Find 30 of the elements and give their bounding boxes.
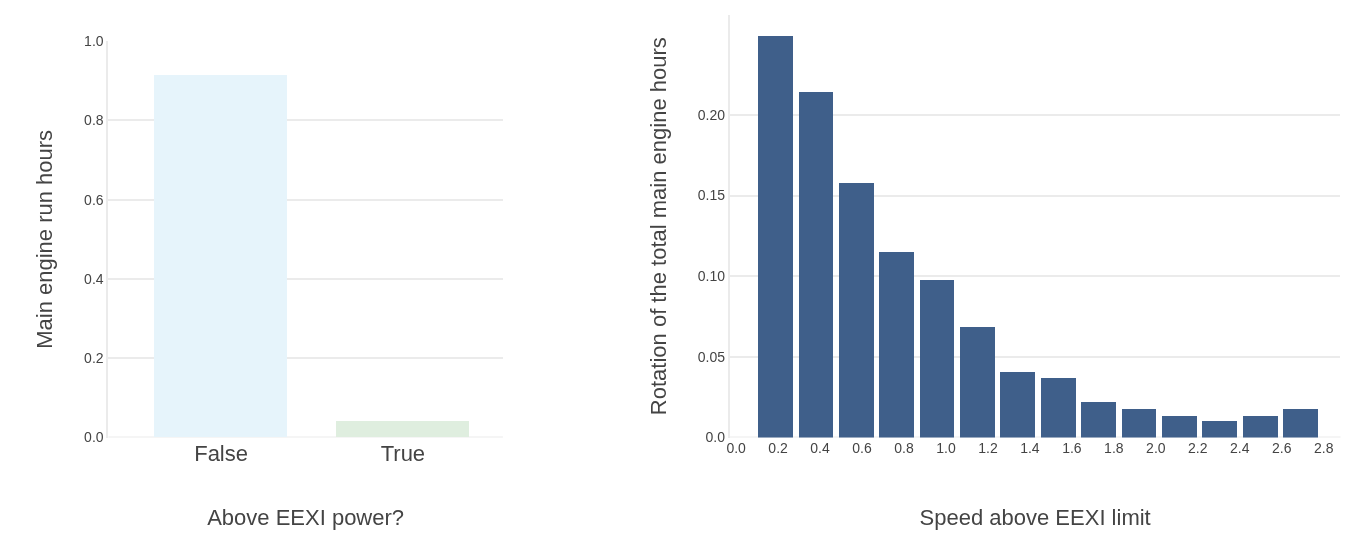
y-tick-label: 1.0	[84, 33, 104, 50]
x-tick-label: 2.4	[1230, 439, 1250, 456]
x-tick-label: 0.2	[768, 439, 789, 456]
y-axis-title: Rotation of the total main engine hours	[646, 37, 672, 416]
x-tick-label: 1.6	[1062, 439, 1082, 456]
y-tick-label: 0.4	[84, 270, 104, 287]
y-tick-label: 0.6	[84, 191, 104, 208]
x-tick-label: 1.0	[936, 439, 956, 456]
y-tick-label: 0.8	[84, 112, 104, 129]
y-tick-label: 0.15	[697, 187, 726, 204]
x-tick-label: 2.6	[1272, 439, 1292, 456]
x-tick-label: 0.4	[810, 439, 831, 456]
x-tick-label: False	[194, 440, 248, 466]
x-tick-label: 1.8	[1104, 439, 1124, 456]
y-tick-label: 0.05	[697, 348, 726, 365]
x-tick-label: 2.2	[1188, 439, 1208, 456]
x-tick-label: 1.2	[978, 439, 998, 456]
x-tick-label: 0.8	[894, 439, 914, 456]
y-tick-label: 0.20	[697, 106, 726, 123]
y-tick-label: 0.2	[84, 350, 104, 367]
x-tick-label: True	[380, 440, 426, 466]
y-tick-label: 0.10	[697, 268, 726, 285]
x-tick-label: 1.4	[1020, 439, 1040, 456]
y-axis-title: Main engine run hours	[32, 129, 58, 349]
x-tick-label: 2.8	[1313, 439, 1334, 456]
x-axis-title: Above EEXI power?	[207, 505, 405, 531]
x-tick-label: 0.6	[852, 439, 872, 456]
x-tick-label: 2.0	[1146, 439, 1166, 456]
x-tick-label: 0.0	[726, 439, 747, 456]
x-axis-title: Speed above EEXI limit	[919, 505, 1151, 531]
